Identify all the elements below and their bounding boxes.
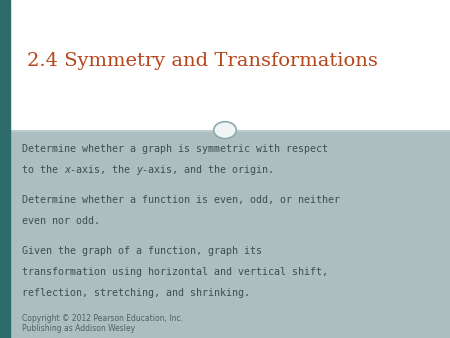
Text: even nor odd.: even nor odd. [22,216,100,226]
Text: Given the graph of a function, graph its: Given the graph of a function, graph its [22,246,262,257]
Text: x: x [64,165,71,175]
Text: Determine whether a function is even, odd, or neither: Determine whether a function is even, od… [22,195,341,205]
Text: transformation using horizontal and vertical shift,: transformation using horizontal and vert… [22,267,328,277]
Text: 2.4 Symmetry and Transformations: 2.4 Symmetry and Transformations [27,52,378,70]
Text: reflection, stretching, and shrinking.: reflection, stretching, and shrinking. [22,288,251,298]
Text: -axis, and the origin.: -axis, and the origin. [143,165,274,175]
Text: Determine whether a graph is symmetric with respect: Determine whether a graph is symmetric w… [22,144,328,154]
Circle shape [214,122,236,139]
Text: Copyright © 2012 Pearson Education, Inc.: Copyright © 2012 Pearson Education, Inc. [22,314,184,323]
Bar [0,0,450,130]
Text: to the: to the [22,165,64,175]
Text: Publishing as Addison Wesley: Publishing as Addison Wesley [22,324,135,334]
Text: -axis, the: -axis, the [71,165,136,175]
Bar [0,130,450,338]
Text: y: y [136,165,143,175]
Bar [0,0,10,338]
